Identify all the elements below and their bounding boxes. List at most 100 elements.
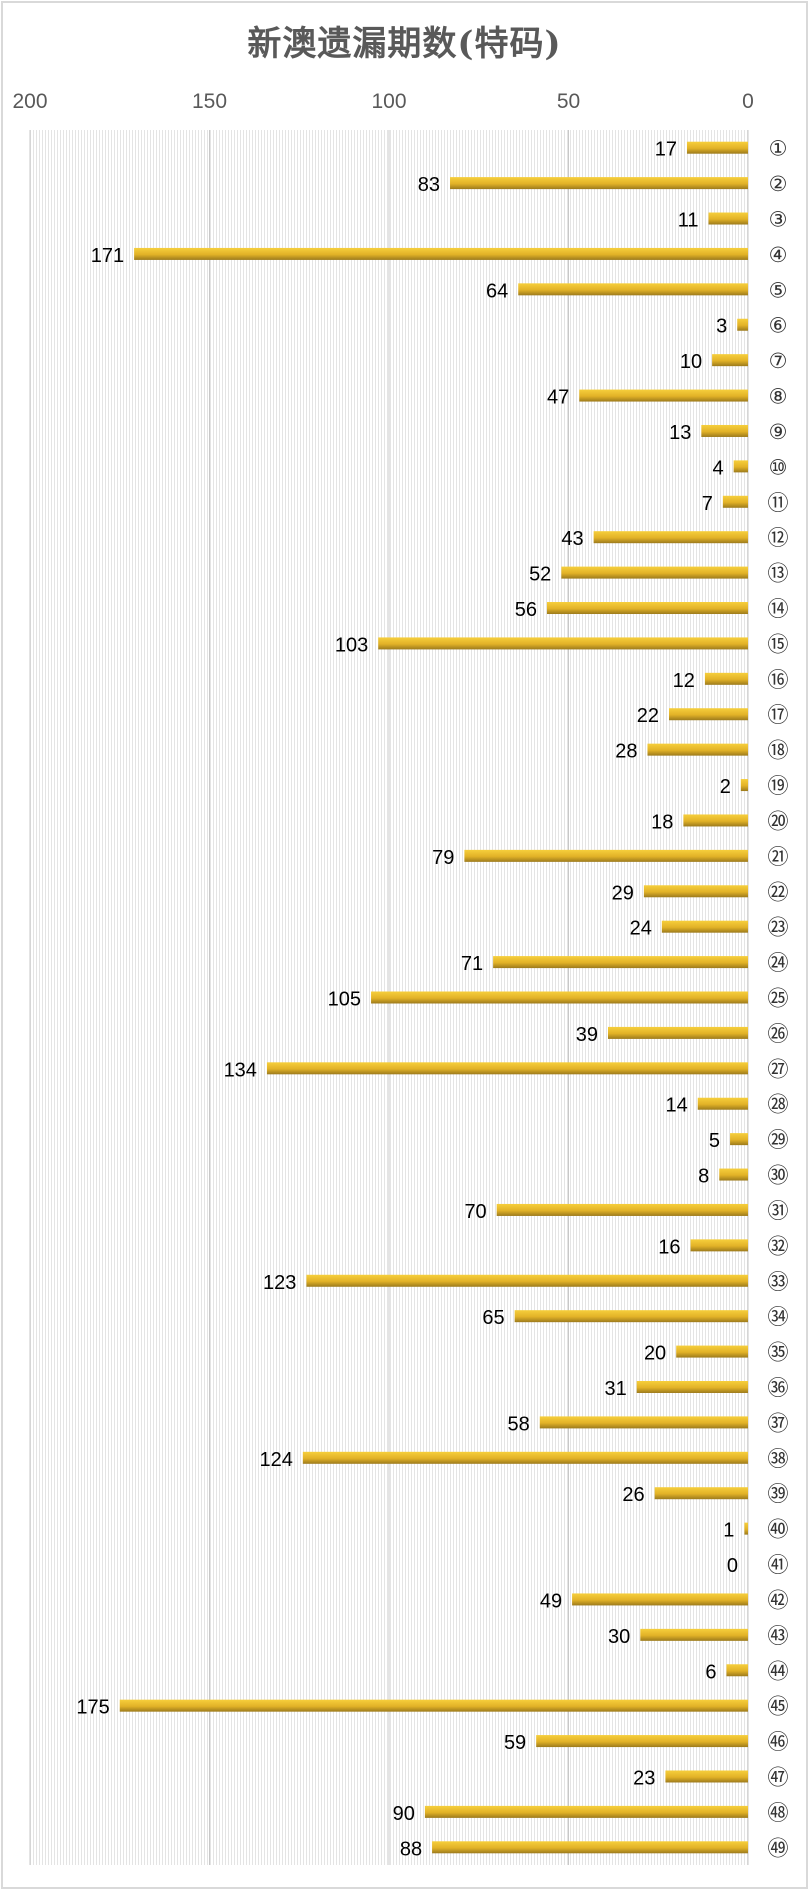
category-label: ⑬ [768, 562, 789, 586]
data-label: 7 [702, 493, 713, 515]
bar [719, 1168, 748, 1181]
category-label: ③ [769, 208, 788, 232]
category-label: ㊷ [768, 1588, 789, 1612]
data-label: 13 [669, 422, 691, 444]
bar [665, 1770, 748, 1783]
data-label: 18 [651, 811, 673, 833]
data-label: 88 [400, 1838, 422, 1860]
category-label: ㉙ [768, 1128, 789, 1152]
data-label: 171 [91, 245, 124, 267]
bar [514, 1310, 748, 1323]
category-label: ① [769, 137, 788, 161]
data-label: 90 [393, 1803, 415, 1825]
data-label: 175 [76, 1697, 109, 1719]
bar [726, 1664, 748, 1677]
data-label: 64 [486, 280, 508, 302]
bar [701, 424, 748, 437]
bar [730, 1133, 748, 1146]
category-label: ㊳ [768, 1447, 789, 1471]
data-label: 14 [665, 1095, 687, 1117]
data-label: 65 [482, 1307, 504, 1329]
category-label: ⑪ [768, 491, 789, 515]
bar [686, 141, 748, 154]
data-label: 16 [658, 1236, 680, 1258]
category-label: ⑱ [768, 739, 789, 763]
bar [676, 1345, 748, 1358]
category-label: ㉜ [768, 1234, 789, 1258]
bar [496, 1203, 748, 1216]
category-label: ㊻ [768, 1730, 789, 1754]
bar [134, 247, 749, 260]
data-label: 10 [680, 351, 702, 373]
x-tick-label: 50 [557, 90, 580, 113]
category-label: ㊹ [768, 1659, 789, 1683]
data-label: 71 [461, 953, 483, 975]
category-label: ⑮ [768, 632, 789, 656]
bar [450, 177, 748, 190]
data-label: 105 [328, 989, 361, 1011]
data-label: 4 [713, 457, 724, 479]
data-label: 39 [576, 1024, 598, 1046]
category-label: ⑥ [769, 314, 788, 338]
category-label: ㊱ [768, 1376, 789, 1400]
data-label: 58 [508, 1413, 530, 1435]
bar [712, 354, 748, 367]
data-label: 17 [655, 139, 677, 161]
data-label: 20 [644, 1343, 666, 1365]
bar [302, 1451, 748, 1464]
data-label: 5 [709, 1130, 720, 1152]
category-label: ㉚ [768, 1164, 789, 1188]
category-label: ㊵ [768, 1518, 789, 1542]
data-label: 6 [705, 1661, 716, 1683]
category-label: ㉒ [768, 880, 789, 904]
bar [378, 637, 748, 650]
data-label: 2 [720, 776, 731, 798]
category-label: ⑳ [768, 809, 789, 833]
bar [119, 1699, 748, 1712]
data-label: 1 [723, 1520, 734, 1542]
category-label: ㊺ [768, 1695, 789, 1719]
bar [669, 708, 748, 721]
data-label: 134 [224, 1059, 257, 1081]
data-label: 8 [698, 1166, 709, 1188]
category-label: ⑲ [768, 774, 789, 798]
bar [306, 1274, 748, 1287]
bar [683, 814, 748, 827]
data-label: 12 [673, 670, 695, 692]
category-label: ㉛ [768, 1199, 789, 1223]
category-label: ㉟ [768, 1341, 789, 1365]
category-label: ㊽ [768, 1801, 789, 1825]
bar [722, 495, 748, 508]
data-label: 28 [615, 741, 637, 763]
category-label: ⑩ [769, 455, 788, 479]
data-label: 47 [547, 387, 569, 409]
bar [647, 743, 748, 756]
data-label: 29 [612, 882, 634, 904]
category-label: ㊲ [768, 1411, 789, 1435]
bar [690, 1239, 748, 1252]
data-label: 79 [432, 847, 454, 869]
bar [579, 389, 748, 402]
bar [493, 956, 748, 969]
category-label: ㊶ [768, 1553, 789, 1577]
bar [432, 1841, 748, 1854]
bar [737, 318, 748, 331]
category-label: ㉖ [768, 1022, 789, 1046]
bar [464, 849, 748, 862]
data-label: 56 [515, 599, 537, 621]
category-label: ㊼ [768, 1765, 789, 1789]
x-tick-label: 100 [371, 90, 406, 113]
data-label: 43 [561, 528, 583, 550]
data-label: 3 [716, 316, 727, 338]
x-tick-label: 200 [12, 90, 47, 113]
category-label: ㉔ [768, 951, 789, 975]
chart-title: 新澳遗漏期数(特码) [247, 24, 562, 64]
category-label: ⑰ [768, 703, 789, 727]
data-label: 59 [504, 1732, 526, 1754]
bar [539, 1416, 748, 1429]
bar [643, 885, 748, 898]
category-label: ⑦ [769, 349, 788, 373]
category-label: ㊸ [768, 1624, 789, 1648]
category-label: ㉞ [768, 1305, 789, 1329]
